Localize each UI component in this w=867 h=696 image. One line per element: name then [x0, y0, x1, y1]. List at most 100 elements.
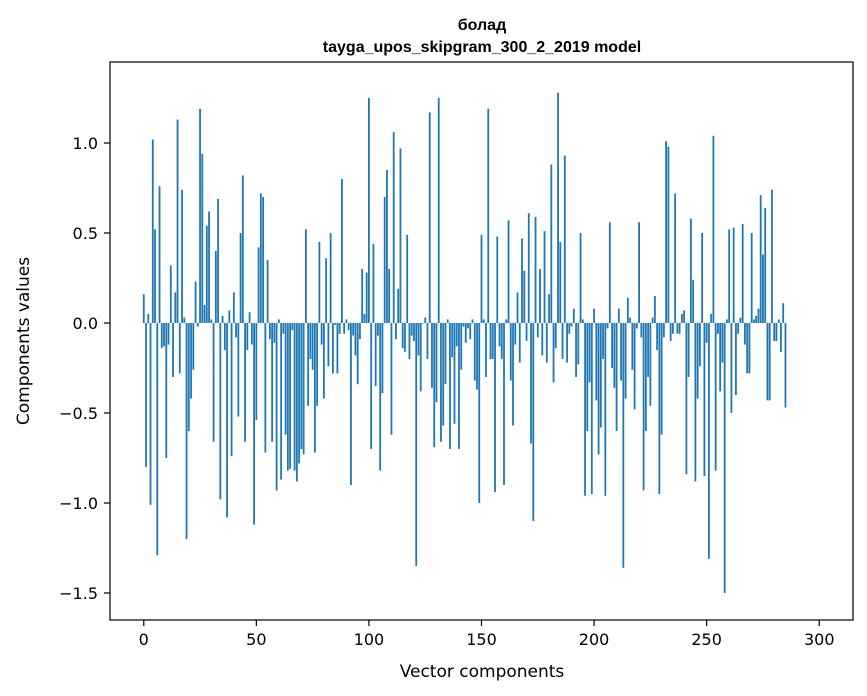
bar — [674, 193, 677, 323]
bar — [286, 323, 289, 471]
bar — [757, 308, 760, 323]
bar — [381, 323, 384, 394]
bar — [154, 229, 156, 323]
bar — [534, 216, 537, 323]
bar — [561, 323, 564, 359]
bar — [232, 292, 235, 323]
bar — [593, 308, 595, 323]
bar — [187, 323, 190, 431]
bar — [471, 319, 474, 323]
bar — [370, 323, 373, 449]
plot-frame — [109, 61, 854, 621]
bar — [660, 323, 663, 435]
bar — [692, 279, 695, 323]
bar — [640, 323, 643, 338]
bar — [557, 92, 559, 323]
bar — [332, 323, 334, 374]
bar — [379, 323, 382, 471]
bar — [329, 233, 332, 323]
bar — [147, 314, 150, 323]
bar — [291, 323, 294, 331]
bar — [174, 292, 177, 323]
bar — [250, 323, 253, 345]
bar — [750, 233, 753, 323]
bar — [572, 308, 575, 323]
bar — [496, 236, 499, 323]
bar — [735, 323, 737, 395]
bar — [762, 254, 764, 323]
bar — [203, 305, 206, 323]
bar — [739, 317, 742, 323]
bar — [671, 323, 674, 334]
bar — [730, 323, 733, 413]
bar — [503, 323, 505, 485]
bar — [437, 98, 440, 323]
bar — [638, 222, 641, 323]
bar — [710, 314, 713, 323]
x-tick-label: 50 — [246, 630, 266, 649]
bar — [651, 317, 654, 323]
bar — [543, 231, 546, 323]
bar — [449, 323, 451, 449]
bar — [221, 315, 224, 323]
bar — [548, 294, 550, 323]
bar — [507, 220, 510, 323]
bar — [239, 233, 242, 323]
bar — [201, 153, 204, 323]
bar — [428, 112, 431, 324]
bar — [219, 323, 222, 500]
bar — [602, 323, 604, 359]
bar — [442, 323, 445, 426]
bar — [345, 319, 348, 323]
bar — [676, 323, 679, 334]
bar — [478, 323, 481, 503]
bar — [629, 317, 631, 323]
bar — [327, 323, 330, 367]
bar — [784, 323, 787, 408]
bar — [568, 323, 571, 334]
bar — [241, 175, 244, 323]
bar — [433, 323, 436, 448]
bar — [732, 227, 735, 323]
bar — [521, 238, 523, 323]
bar — [259, 193, 262, 323]
x-tick-label: 0 — [139, 630, 149, 649]
bar — [516, 292, 519, 323]
bar — [446, 319, 449, 323]
bar — [347, 323, 350, 331]
bar — [226, 323, 228, 518]
bar — [322, 323, 325, 399]
bar — [518, 323, 521, 363]
bar — [280, 323, 283, 480]
bar — [741, 224, 744, 323]
bar — [264, 323, 267, 453]
y-tick-label: −1.0 — [59, 494, 98, 513]
bar — [476, 323, 478, 390]
bar — [295, 323, 298, 482]
bar — [658, 323, 661, 494]
bar — [701, 233, 704, 323]
bar — [771, 189, 773, 323]
bar — [705, 323, 708, 343]
bar — [532, 323, 535, 521]
bar — [205, 225, 208, 323]
bar — [212, 323, 215, 442]
bar — [480, 234, 483, 323]
bar — [417, 323, 420, 356]
bar — [426, 323, 429, 359]
bar — [536, 323, 539, 338]
bar — [773, 323, 776, 341]
bar — [302, 323, 305, 455]
bar — [268, 323, 271, 340]
bar — [680, 314, 683, 323]
y-axis-label: Components values — [14, 257, 34, 425]
bar — [606, 323, 609, 329]
bar — [255, 323, 258, 421]
bar — [748, 323, 751, 374]
bar — [455, 323, 458, 347]
bar — [764, 207, 767, 323]
bar — [169, 265, 172, 323]
bar — [145, 323, 147, 467]
bar — [374, 323, 377, 386]
bar — [262, 197, 264, 323]
